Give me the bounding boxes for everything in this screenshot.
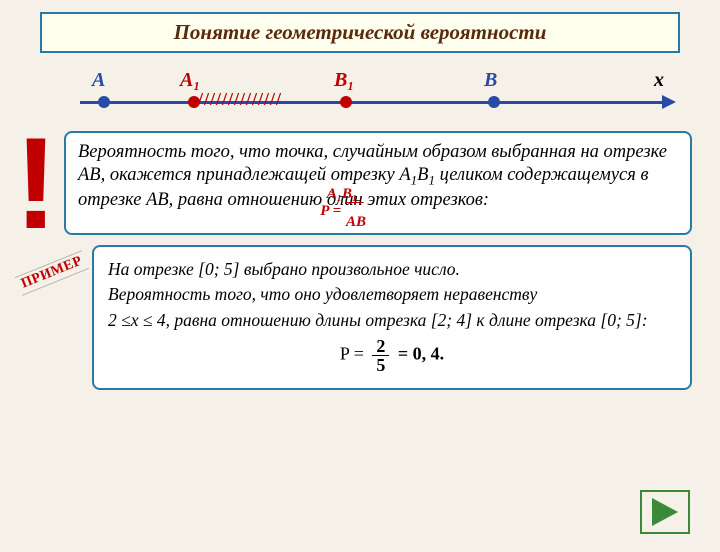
eq-numerator: 2: [372, 337, 389, 356]
theorem-section: ! Вероятность того, что точка, случайным…: [16, 131, 692, 235]
point-b1: [340, 96, 352, 108]
point-a1: [188, 96, 200, 108]
example-line-3: 2 ≤x ≤ 4, равна отношению длины отрезка …: [108, 308, 676, 333]
next-button[interactable]: [640, 490, 690, 534]
formula-top: A₁B₁: [318, 187, 366, 202]
axis-line: [80, 101, 670, 104]
label-b1: B₁: [334, 69, 354, 92]
example-box: На отрезке [0; 5] выбрано произвольное ч…: [92, 245, 692, 390]
theorem-box: Вероятность того, что точка, случайным о…: [64, 131, 692, 235]
title-box: Понятие геометрической вероятности: [40, 12, 680, 53]
formula-overlay: A₁B₁ P = AB: [318, 187, 366, 230]
formula-bot: AB: [346, 215, 366, 230]
eq-lead: P =: [340, 344, 369, 364]
eq-tail: = 0, 4.: [398, 344, 444, 364]
exclaim-icon: !: [16, 131, 56, 235]
label-a: A: [92, 69, 105, 92]
arrow-right-icon: [652, 498, 678, 526]
example-section: ПРИМЕР На отрезке [0; 5] выбрано произво…: [16, 245, 692, 390]
theorem-text-2: B: [417, 165, 428, 185]
label-a1: A₁: [180, 69, 200, 92]
example-badge: ПРИМЕР: [15, 250, 89, 296]
example-line-1: На отрезке [0; 5] выбрано произвольное ч…: [108, 257, 676, 282]
eq-denominator: 5: [372, 356, 389, 374]
number-line-diagram: ////////////// A A₁ B₁ B x: [40, 63, 680, 123]
point-a: [98, 96, 110, 108]
label-x: x: [654, 69, 664, 92]
page-title: Понятие геометрической вероятности: [174, 20, 547, 44]
example-equation: P = 2 5 = 0, 4.: [108, 337, 676, 374]
label-b: B: [484, 69, 497, 92]
example-line-2: Вероятность того, что оно удовлетворяет …: [108, 282, 676, 307]
point-b: [488, 96, 500, 108]
hatch-segment: //////////////: [198, 89, 282, 110]
axis-arrow-icon: [662, 95, 676, 109]
eq-fraction: 2 5: [372, 337, 389, 374]
